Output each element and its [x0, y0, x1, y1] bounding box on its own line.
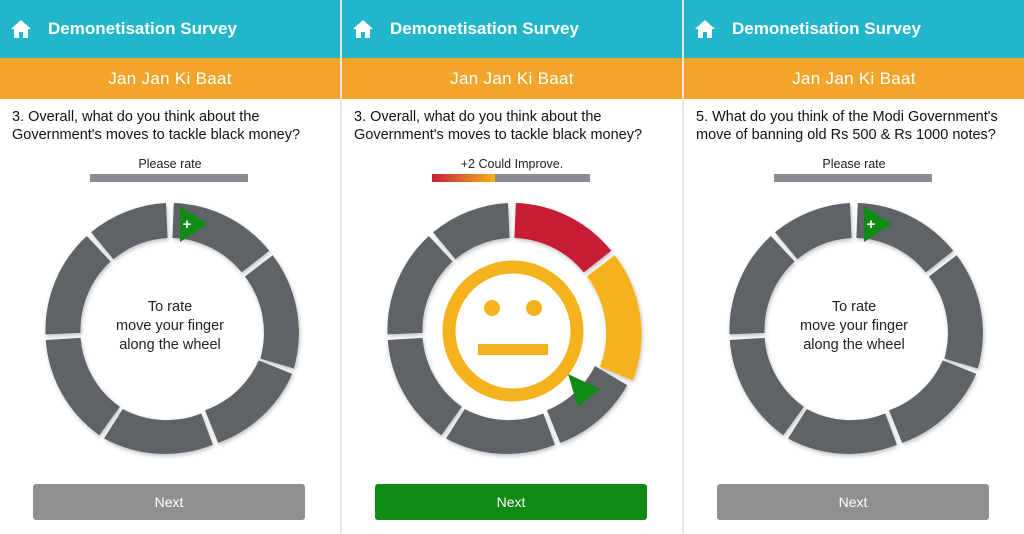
survey-screen-1: Demonetisation Survey Jan Jan Ki Baat 3.…: [0, 0, 340, 534]
rating-wheel[interactable]: +: [722, 198, 988, 464]
question-text: 5. What do you think of the Modi Governm…: [696, 109, 998, 143]
wheel-instruction-line: To rate: [147, 299, 193, 315]
wheel-pointer[interactable]: [568, 374, 600, 407]
question-text: 3. Overall, what do you think about the …: [12, 109, 301, 143]
next-button[interactable]: Next: [717, 484, 989, 520]
wheel-segment[interactable]: [387, 236, 453, 335]
wheel-instruction-line: move your finger: [116, 318, 224, 334]
rating-label: Please rate: [822, 157, 886, 171]
app-title: Demonetisation Survey: [390, 19, 579, 38]
app-title: Demonetisation Survey: [732, 19, 921, 38]
wheel-instruction: To rate move your finger along the wheel: [0, 298, 340, 355]
wheel-segment[interactable]: [244, 255, 299, 369]
next-button[interactable]: Next: [375, 484, 647, 520]
home-icon[interactable]: [351, 17, 375, 41]
question-text: 3. Overall, what do you think about the …: [354, 109, 643, 143]
rating-progress-bar: [432, 174, 590, 182]
next-button[interactable]: Next: [33, 484, 305, 520]
wheel-instruction-line: along the wheel: [119, 337, 221, 353]
app-bar: Demonetisation Survey: [0, 0, 340, 58]
app-bar: Demonetisation Survey: [684, 0, 1024, 58]
sub-header-title: Jan Jan Ki Baat: [108, 69, 232, 88]
sub-header: Jan Jan Ki Baat: [0, 58, 340, 99]
rating-label: Please rate: [138, 157, 202, 171]
wheel-segment[interactable]: [775, 203, 852, 260]
wheel-segment[interactable]: [729, 337, 804, 436]
wheel-segment[interactable]: [205, 360, 293, 443]
wheel-segment[interactable]: [928, 255, 983, 369]
plus-icon: +: [183, 216, 192, 233]
wheel-pointer[interactable]: +: [180, 206, 208, 242]
home-icon[interactable]: [9, 17, 33, 41]
neutral-face-icon: [439, 257, 587, 405]
wheel-instruction: To rate move your finger along the wheel: [684, 298, 1024, 355]
rating-progress-bar: [774, 174, 932, 182]
sub-header: Jan Jan Ki Baat: [684, 58, 1024, 99]
wheel-segment[interactable]: [433, 203, 510, 260]
survey-screen-3: Demonetisation Survey Jan Jan Ki Baat 5.…: [684, 0, 1024, 534]
app-bar: Demonetisation Survey: [342, 0, 682, 58]
wheel-segment-rated[interactable]: [586, 255, 642, 381]
wheel-instruction-line: along the wheel: [803, 337, 905, 353]
wheel-segment[interactable]: [91, 203, 168, 260]
wheel-segment[interactable]: [889, 360, 977, 443]
wheel-segment[interactable]: [387, 337, 462, 436]
home-icon[interactable]: [693, 17, 717, 41]
divider: [682, 0, 684, 534]
sub-header-title: Jan Jan Ki Baat: [450, 69, 574, 88]
wheel-pointer[interactable]: +: [864, 206, 892, 242]
wheel-segment[interactable]: [547, 366, 628, 443]
survey-screen-2: Demonetisation Survey Jan Jan Ki Baat 3.…: [342, 0, 682, 534]
wheel-segment[interactable]: [104, 409, 213, 454]
rating-progress-bar: [90, 174, 248, 182]
sub-header-title: Jan Jan Ki Baat: [792, 69, 916, 88]
wheel-segment-rated[interactable]: [514, 203, 612, 273]
wheel-segment[interactable]: [729, 236, 795, 335]
wheel-segment[interactable]: [446, 409, 555, 454]
rating-wheel[interactable]: +: [38, 198, 304, 464]
wheel-segment[interactable]: [788, 409, 897, 454]
sub-header: Jan Jan Ki Baat: [342, 58, 682, 99]
wheel-segment[interactable]: [45, 236, 111, 335]
wheel-instruction-line: To rate: [831, 299, 877, 315]
divider: [340, 0, 342, 534]
wheel-segment[interactable]: [45, 337, 120, 436]
rating-wheel[interactable]: [380, 198, 646, 464]
app-title: Demonetisation Survey: [48, 19, 237, 38]
wheel-instruction-line: move your finger: [800, 318, 908, 334]
plus-icon: +: [867, 216, 876, 233]
rating-label: +2 Could Improve.: [460, 157, 564, 171]
